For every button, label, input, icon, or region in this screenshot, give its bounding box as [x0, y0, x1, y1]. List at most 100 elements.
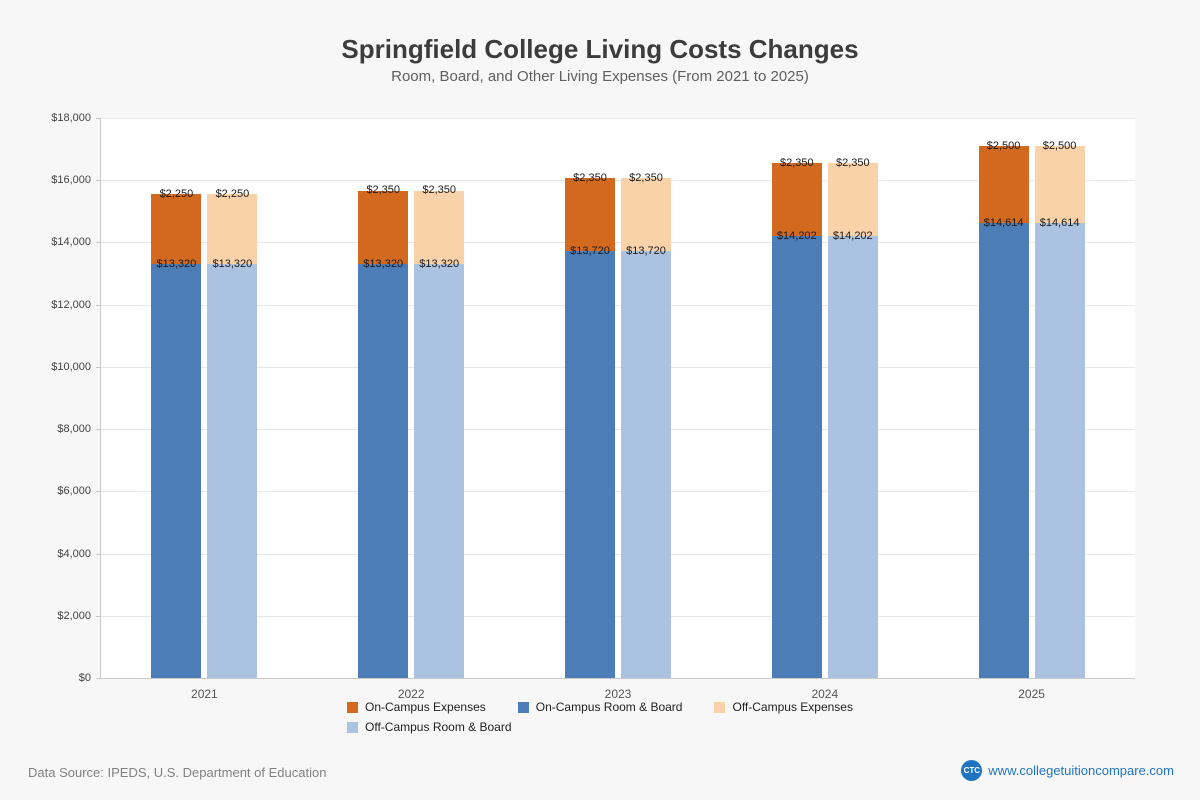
- y-axis-tick: [96, 304, 101, 306]
- gridline: [101, 180, 1135, 182]
- legend-item: Off-Campus Expenses: [714, 700, 853, 714]
- off-campus-bar: [207, 118, 258, 678]
- gridline: [101, 242, 1135, 244]
- page-title: Springfield College Living Costs Changes: [341, 34, 859, 64]
- ctc-logo-icon: CTC: [961, 760, 983, 781]
- bar-value-label: $2,250: [215, 187, 250, 200]
- bar-segment: [414, 190, 465, 264]
- gridline: [101, 366, 1135, 368]
- y-axis-tick: [96, 615, 101, 617]
- y-axis-tick: [96, 118, 101, 119]
- legend-label: On-Campus Expenses: [365, 700, 486, 714]
- bar-segment: [771, 236, 822, 678]
- y-axis-label: $8,000: [57, 423, 91, 436]
- y-axis-tick: [96, 553, 101, 555]
- bar-segment: [207, 193, 258, 264]
- on-campus-bar: [978, 118, 1029, 678]
- bar-value-label: $14,614: [983, 217, 1024, 230]
- bar-segment: [414, 263, 465, 678]
- y-axis-tick: [96, 429, 101, 431]
- legend-swatch: [714, 701, 726, 713]
- on-campus-bar: [565, 118, 615, 678]
- bar-segment: [151, 263, 202, 678]
- x-axis-label: 2023: [604, 687, 632, 701]
- data-source-note: Data Source: IPEDS, U.S. Department of E…: [28, 765, 327, 780]
- on-campus-bar: [151, 118, 202, 678]
- legend-label: On-Campus Room & Board: [535, 700, 683, 714]
- bar-segment: [1034, 145, 1085, 224]
- legend-row: On-Campus Expenses On-Campus Room & Board…: [347, 700, 853, 714]
- bar-value-label: $14,614: [1039, 217, 1080, 230]
- bar-segment: [978, 145, 1029, 224]
- bar-segment: [565, 251, 615, 678]
- bar-value-label: $2,250: [159, 187, 194, 200]
- gridline: [101, 615, 1135, 617]
- bar-value-label: $14,202: [832, 230, 873, 243]
- bar-segment: [827, 236, 878, 678]
- x-axis-label: 2024: [811, 687, 839, 701]
- on-campus-bar: [358, 118, 409, 678]
- on-campus-bar: [771, 118, 822, 678]
- bar-value-label: $2,350: [573, 172, 607, 185]
- bar-segment: [771, 163, 822, 237]
- legend-swatch: [347, 721, 359, 733]
- website-url: www.collegetuitioncompare.com: [988, 763, 1174, 778]
- legend-item: On-Campus Expenses: [347, 700, 486, 714]
- bar-value-label: $2,500: [986, 139, 1021, 152]
- y-axis-label: $14,000: [51, 236, 91, 249]
- legend-label: Off-Campus Room & Board: [365, 720, 512, 734]
- bar-value-label: $13,320: [156, 257, 197, 270]
- bar-segment: [827, 163, 878, 237]
- bar-value-label: $2,350: [835, 157, 870, 170]
- off-campus-bar: [1034, 118, 1085, 678]
- y-axis-label: $10,000: [51, 360, 91, 373]
- bar-value-label: $13,720: [626, 245, 666, 258]
- bar-segment: [978, 223, 1029, 678]
- y-axis-label: $2,000: [57, 609, 91, 622]
- off-campus-bar: [621, 118, 671, 678]
- bar-value-label: $2,350: [629, 172, 663, 185]
- x-axis-label: 2022: [397, 687, 425, 701]
- website-link[interactable]: CTC www.collegetuitioncompare.com: [961, 760, 1174, 781]
- legend-item: On-Campus Room & Board: [517, 700, 683, 714]
- y-axis-label: $12,000: [51, 298, 91, 311]
- y-axis-tick: [96, 678, 101, 679]
- off-campus-bar: [414, 118, 465, 678]
- y-axis-label: $16,000: [51, 174, 91, 187]
- x-axis-label: 2021: [191, 687, 218, 701]
- legend-swatch: [517, 701, 529, 713]
- bar-value-label: $2,350: [366, 184, 401, 197]
- bar-segment: [1034, 223, 1085, 678]
- gridline: [101, 491, 1135, 493]
- page-subtitle: Room, Board, and Other Living Expenses (…: [391, 68, 809, 85]
- bar-segment: [151, 193, 202, 264]
- y-axis-label: $4,000: [57, 547, 91, 560]
- bar-value-label: $13,320: [363, 257, 404, 270]
- legend-row: Off-Campus Room & Board: [347, 720, 512, 734]
- y-axis-tick: [96, 491, 101, 493]
- plot-area: $0 $2,000 $4,000 $6,000 $8,000 $10,000 $12,000…: [51, 112, 1135, 701]
- bar-value-label: $2,500: [1042, 139, 1077, 152]
- y-axis-tick: [96, 366, 101, 368]
- legend-item: Off-Campus Room & Board: [347, 720, 512, 734]
- bar-value-label: $13,320: [212, 257, 253, 270]
- y-axis-label: $0: [78, 672, 91, 684]
- bar-value-label: $2,350: [779, 157, 814, 170]
- legend-label: Off-Campus Expenses: [732, 700, 853, 714]
- bar-value-label: $13,320: [419, 257, 460, 270]
- bar-value-label: $2,350: [422, 184, 457, 197]
- gridline: [101, 553, 1135, 555]
- bar-segment: [621, 251, 671, 678]
- gridline: [101, 429, 1135, 431]
- y-axis-label: $6,000: [57, 485, 91, 498]
- gridline: [101, 118, 1135, 119]
- gridline: [101, 304, 1135, 306]
- y-axis-label: $18,000: [51, 112, 91, 124]
- legend-swatch: [347, 701, 359, 713]
- legend: On-Campus Expenses On-Campus Room & Board…: [347, 700, 853, 734]
- bar-segment: [358, 190, 409, 264]
- bar-segment: [621, 178, 671, 252]
- bar-value-label: $13,720: [570, 245, 610, 258]
- bar-value-label: $14,202: [776, 230, 817, 243]
- bar-segment: [565, 178, 615, 252]
